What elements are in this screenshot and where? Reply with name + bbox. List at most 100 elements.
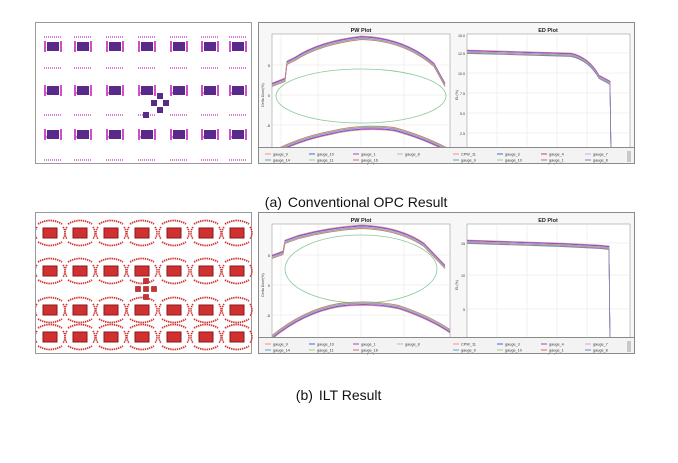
ilt-assist-arc (126, 303, 130, 317)
scroll-handle[interactable] (627, 151, 631, 162)
ilt-assist-arc (193, 257, 219, 263)
ilt-assist-arc (158, 303, 162, 317)
ilt-assist-arc (161, 257, 187, 263)
sraf-vertical (245, 85, 247, 96)
pw-series-line (271, 128, 451, 155)
opc-ed-plot: ED Plot 15.0 12.5 10.0 7.5 5.0 2.5 0 20 … (455, 28, 631, 165)
ilt-assist-arc (37, 318, 63, 324)
ed-curves (466, 49, 612, 156)
legend-label: gauge_10 (505, 348, 522, 352)
ilt-assist-arc (67, 318, 93, 324)
pw-y-label: Delta Dose(%) (261, 273, 265, 296)
pw-legend: gauge_9 gauge_10 gauge_1 gauge_8 gauge_14 gau… (265, 152, 420, 162)
ilt-assist-arc (98, 279, 124, 285)
ilt-assist-arc (92, 226, 96, 240)
legend-label: gauge_8 (593, 348, 608, 352)
pw-series-line (271, 304, 451, 339)
sraf-vertical (90, 129, 92, 140)
main-feature (47, 86, 59, 95)
ilt-assist-arc (224, 345, 250, 351)
ilt-assist-arc (126, 226, 130, 240)
ilt-assist-arc (224, 318, 250, 324)
opc-layout-panel (35, 22, 252, 164)
ilt-assist-arc (123, 226, 127, 240)
main-feature (42, 265, 58, 277)
main-feature (77, 86, 89, 95)
ilt-assist-arc (92, 264, 96, 278)
pw-plot-title: PW Plot (351, 218, 372, 224)
sraf-vertical (170, 41, 172, 52)
main-feature (141, 42, 153, 51)
ilt-assist-arc (221, 226, 225, 240)
pw-series-line (271, 227, 446, 268)
main-feature (198, 227, 214, 239)
main-feature (134, 265, 150, 277)
pw-y-tick: 5 (268, 253, 271, 258)
pw-series-line (271, 128, 451, 155)
ilt-assist-arc (154, 264, 158, 278)
pw-y-tick: 0 (268, 93, 271, 98)
scroll-handle[interactable] (627, 341, 631, 352)
pw-y-tick: -5 (266, 123, 270, 128)
pw-series-line (271, 37, 446, 86)
upper-dose-curves (271, 35, 446, 87)
ilt-assist-arc (158, 264, 162, 278)
legend-label: gauge_14 (273, 158, 290, 162)
ilt-assist-arc (123, 303, 127, 317)
ilt-assist-arc (224, 323, 250, 329)
legend-label: gauge_4 (549, 342, 564, 346)
ilt-assist-arc (224, 219, 250, 225)
ilt-assist-arc (224, 241, 250, 247)
ilt-assist-arc (193, 279, 219, 285)
main-feature (229, 331, 245, 343)
ilt-assist-arc (161, 296, 187, 302)
main-feature (204, 86, 216, 95)
ilt-assist-arc (37, 241, 63, 247)
legend-label: gauge_1 (361, 342, 376, 346)
ilt-assist-arc (37, 257, 63, 263)
ed-series-line (466, 243, 611, 346)
legend-label: gauge_14 (273, 348, 290, 352)
main-feature (77, 130, 89, 139)
opc-layout-pattern (44, 36, 247, 161)
caption-text: Conventional OPC Result (287, 194, 448, 210)
main-feature (198, 265, 214, 277)
caption-label: (a) (264, 194, 282, 210)
pw-series-line (271, 35, 446, 84)
main-feature (103, 304, 119, 316)
ilt-assist-arc (249, 303, 253, 317)
ed-y-tick: 10 (461, 274, 465, 278)
ed-y-tick: 7.5 (460, 92, 465, 96)
small-feature (151, 286, 157, 292)
legend-label: gauge_10 (317, 152, 334, 156)
legend-label: gauge_3 (505, 152, 520, 156)
ilt-assist-arc (190, 330, 194, 344)
ilt-legend-bar: gauge_9 gauge_10 gauge_1 gauge_8 gauge_14 gau… (258, 337, 635, 354)
legend-label: CPW_11 (461, 342, 476, 346)
caption-a: (a) Conventional OPC Result (257, 178, 448, 210)
sraf-vertical (201, 85, 203, 96)
ilt-assist-arc (193, 318, 219, 324)
legend-label: gauge_16 (361, 348, 378, 352)
ilt-assist-arc (186, 226, 190, 240)
caption-text: ILT Result (318, 387, 382, 403)
ilt-assist-arc (249, 330, 253, 344)
legend-label: gauge_7 (593, 152, 608, 156)
sraf-vertical (217, 41, 219, 52)
pw-series-line (271, 126, 451, 153)
ilt-assist-arc (129, 345, 155, 351)
ilt-assist-arc (126, 330, 130, 344)
legend-label: gauge_11 (317, 158, 334, 162)
sraf-vertical (154, 85, 156, 96)
sraf-vertical (106, 85, 108, 96)
sraf-vertical (74, 85, 76, 96)
pw-series-line (271, 38, 446, 86)
ilt-plot-window: PW Plot 5 0 -5 -50 0 50 Delta Focus(nm) … (258, 212, 635, 355)
small-feature (163, 100, 169, 106)
ilt-assist-arc (67, 279, 93, 285)
pw-series-line (271, 303, 451, 339)
small-feature (143, 294, 149, 300)
ilt-assist-arc (224, 279, 250, 285)
sraf-vertical (74, 41, 76, 52)
ilt-assist-arc (161, 323, 187, 329)
